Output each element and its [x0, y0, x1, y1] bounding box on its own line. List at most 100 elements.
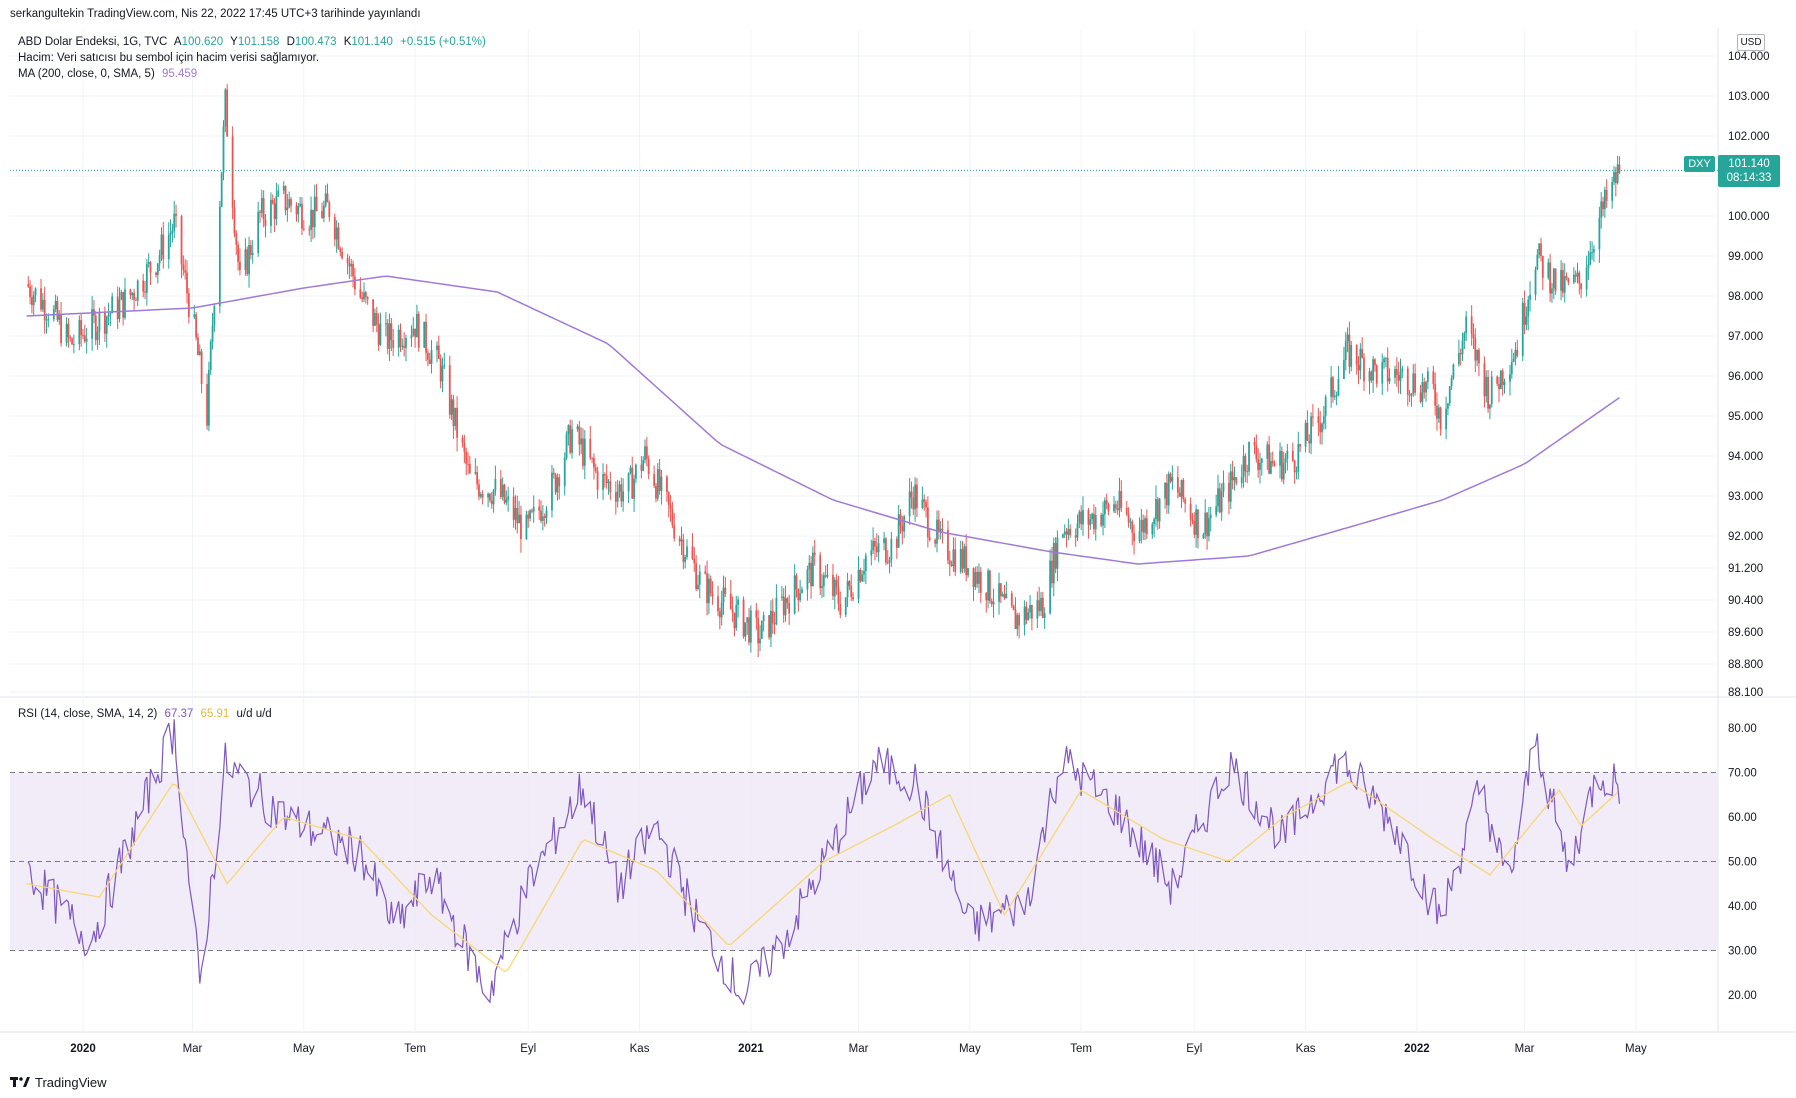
candle-body: [397, 329, 400, 348]
candle-body: [1036, 600, 1039, 619]
candle-body: [992, 601, 995, 605]
candle-body: [886, 562, 889, 564]
rsi-label[interactable]: RSI (14, close, SMA, 14, 2): [18, 708, 158, 720]
candle-body: [720, 602, 723, 618]
ma-200-line: [26, 275, 1620, 565]
candle-body: [450, 399, 453, 415]
candle-body: [295, 205, 298, 215]
candle-body: [474, 472, 477, 474]
currency-button[interactable]: USD: [1737, 34, 1765, 51]
candle-body: [94, 315, 97, 341]
candle-body: [698, 571, 701, 585]
candle-body: [58, 314, 61, 320]
candle-body: [1078, 511, 1081, 524]
candle-body: [642, 460, 645, 471]
candle-body: [1317, 416, 1320, 424]
candle-body: [1425, 381, 1427, 393]
ma-legend[interactable]: MA (200, close, 0, SMA, 5) 95.459: [18, 68, 201, 80]
candle-body: [976, 571, 979, 584]
candle-body: [1052, 542, 1055, 584]
candle-body: [1574, 274, 1577, 277]
candle-body: [105, 316, 108, 334]
candle-body: [691, 546, 694, 559]
candle-body: [622, 491, 625, 502]
candle-body: [103, 311, 106, 334]
candle-body: [171, 230, 174, 233]
candle-body: [541, 516, 544, 521]
candle-body: [948, 560, 951, 565]
candle-body: [439, 358, 442, 382]
candle-body: [795, 575, 798, 590]
brand-name[interactable]: TradingView: [35, 1074, 107, 1090]
candle-body: [1180, 479, 1183, 497]
candle-body: [337, 227, 340, 249]
candle-body: [1063, 531, 1066, 535]
candle-body: [45, 319, 48, 321]
candle-body: [735, 604, 738, 629]
candle-body: [282, 186, 285, 191]
symbol-legend[interactable]: ABD Dolar Endeksi, 1G, TVC A100.620 Y101…: [18, 36, 490, 48]
candle-body: [850, 586, 853, 598]
candle-body: [507, 496, 510, 500]
candle-body: [925, 501, 927, 508]
candle-body: [667, 492, 670, 505]
candle-body: [312, 209, 314, 228]
candle-body: [1191, 519, 1194, 522]
candle-body: [1406, 368, 1409, 395]
candle-body: [684, 557, 687, 562]
candle-body: [846, 581, 849, 598]
ma-label[interactable]: MA (200, close, 0, SMA, 5): [18, 68, 155, 80]
candle-body: [1503, 381, 1506, 386]
time-tick-label: May: [293, 1043, 315, 1055]
candle-body: [410, 335, 413, 339]
candle-body: [29, 286, 31, 298]
candle-body: [530, 510, 533, 512]
candle-body: [1472, 334, 1475, 339]
candle-body: [1560, 270, 1562, 291]
candle-body: [487, 493, 489, 498]
header: serkangultekin TradingView.com, Nis 22, …: [0, 0, 1796, 28]
candle-body: [1567, 277, 1570, 283]
candle-body: [54, 300, 57, 310]
time-tick-label: Mar: [183, 1043, 203, 1055]
candle-body: [310, 209, 312, 230]
time-tick-label: Eyl: [520, 1043, 536, 1055]
candle-body: [1576, 272, 1579, 277]
candle-body: [333, 217, 336, 240]
candle-body: [1138, 531, 1141, 542]
candle-body: [374, 313, 376, 326]
candle-body: [633, 478, 635, 499]
candle-body: [436, 345, 438, 350]
candle-body: [1374, 359, 1376, 366]
candle-body: [602, 474, 604, 490]
candle-body: [563, 457, 566, 487]
candle-body: [952, 549, 955, 567]
candle-body: [1169, 473, 1172, 482]
candle-body: [1388, 377, 1391, 382]
candle-body: [614, 492, 617, 502]
candle-body: [801, 589, 803, 594]
ohlc-low: D100.473: [286, 36, 337, 48]
price-change: +0.515 (+0.51%): [400, 36, 486, 48]
candle-body: [1297, 443, 1300, 472]
candle-body: [195, 314, 198, 338]
candle-body: [1490, 376, 1493, 405]
candle-body: [111, 296, 114, 314]
candle-body: [1452, 364, 1455, 379]
symbol-name[interactable]: ABD Dolar Endeksi, 1G, TVC: [18, 36, 168, 48]
candle-body: [1561, 270, 1564, 293]
rsi-legend[interactable]: RSI (14, close, SMA, 14, 2) 67.37 65.91 …: [18, 708, 276, 720]
candle-body: [864, 555, 867, 571]
candle-body: [914, 484, 916, 510]
candle-body: [1614, 172, 1617, 184]
footer[interactable]: TradingView: [10, 1072, 107, 1092]
candle-body: [363, 292, 365, 300]
candle-body: [965, 546, 968, 576]
candle-body: [1215, 506, 1218, 515]
candle-body: [1209, 514, 1212, 519]
tradingview-logo-icon: [10, 1077, 30, 1087]
candle-body: [231, 136, 234, 208]
candle-body: [786, 598, 789, 603]
candle-body: [1103, 500, 1106, 515]
